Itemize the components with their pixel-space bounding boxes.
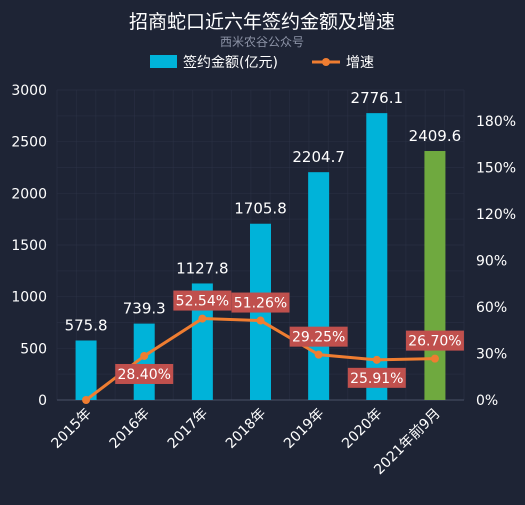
- chart-title: 招商蛇口近六年签约金额及增速: [129, 11, 395, 33]
- bar-value-label: 2409.6: [409, 127, 462, 145]
- bar-value-label: 1127.8: [176, 259, 229, 277]
- growth-label-box: [405, 330, 464, 351]
- bar: [308, 172, 330, 400]
- growth-point: [82, 396, 91, 404]
- y-left-tick-label: 0: [38, 393, 47, 409]
- bar-value-label: 1705.8: [234, 200, 287, 218]
- bar: [75, 340, 97, 400]
- y-left-tick-label: 1000: [11, 290, 47, 306]
- growth-label-box: [231, 292, 290, 313]
- y-right-tick-label: 150%: [476, 161, 516, 177]
- y-left-tick-label: 1500: [11, 238, 47, 254]
- growth-label-box: [173, 290, 232, 311]
- growth-label: 29.25%: [292, 330, 345, 346]
- growth-point: [256, 316, 265, 325]
- bar: [424, 151, 446, 400]
- y-right-tick-label: 180%: [476, 114, 516, 130]
- growth-label: 26.70%: [408, 334, 461, 350]
- y-right-tick-label: 90%: [476, 254, 507, 270]
- y-right-tick-label: 60%: [476, 300, 507, 316]
- y-right-tick-label: 120%: [476, 207, 516, 223]
- growth-point: [314, 350, 323, 359]
- y-axis-right: 0% 30% 60% 90% 120% 150% 180%: [476, 114, 516, 409]
- growth-label: 28.40%: [118, 367, 171, 383]
- growth-label-box: [115, 363, 174, 384]
- legend-bar-label: 签约金额(亿元): [183, 54, 278, 71]
- growth-label: 52.54%: [176, 294, 229, 310]
- growth-point: [372, 355, 381, 364]
- line-series: 28.40% 52.54% 51.26% 29.25% 25.91% 26.70%: [82, 290, 464, 404]
- y-left-tick-label: 500: [20, 341, 47, 357]
- bar-value-label: 575.8: [65, 317, 108, 335]
- legend: 签约金额(亿元) 增速: [150, 54, 374, 71]
- growth-point: [198, 314, 207, 323]
- bar: [191, 283, 213, 400]
- bar-value-label: 2776.1: [351, 89, 404, 107]
- bar: [366, 113, 388, 401]
- legend-bar-swatch: [150, 55, 177, 68]
- y-axis-left: 0 500 1000 1500 2000 2500 3000: [11, 83, 47, 409]
- legend-line-marker: [322, 58, 330, 66]
- bar-value-label: 2204.7: [292, 148, 345, 166]
- growth-label: 51.26%: [234, 296, 287, 312]
- growth-label: 25.91%: [350, 371, 403, 387]
- y-right-tick-label: 30%: [476, 347, 507, 363]
- growth-point: [140, 351, 149, 360]
- y-left-tick-label: 2000: [11, 186, 47, 202]
- y-left-tick-label: 3000: [11, 83, 47, 99]
- growth-label-box: [289, 326, 348, 347]
- legend-line-label: 增速: [346, 55, 374, 71]
- growth-point: [430, 354, 439, 363]
- chart-subtitle: 西米农谷公众号: [220, 35, 304, 49]
- growth-label-box: [347, 367, 406, 388]
- y-left-tick-label: 2500: [11, 135, 47, 151]
- y-right-tick-label: 0%: [476, 393, 498, 409]
- bar-value-label: 739.3: [123, 300, 166, 318]
